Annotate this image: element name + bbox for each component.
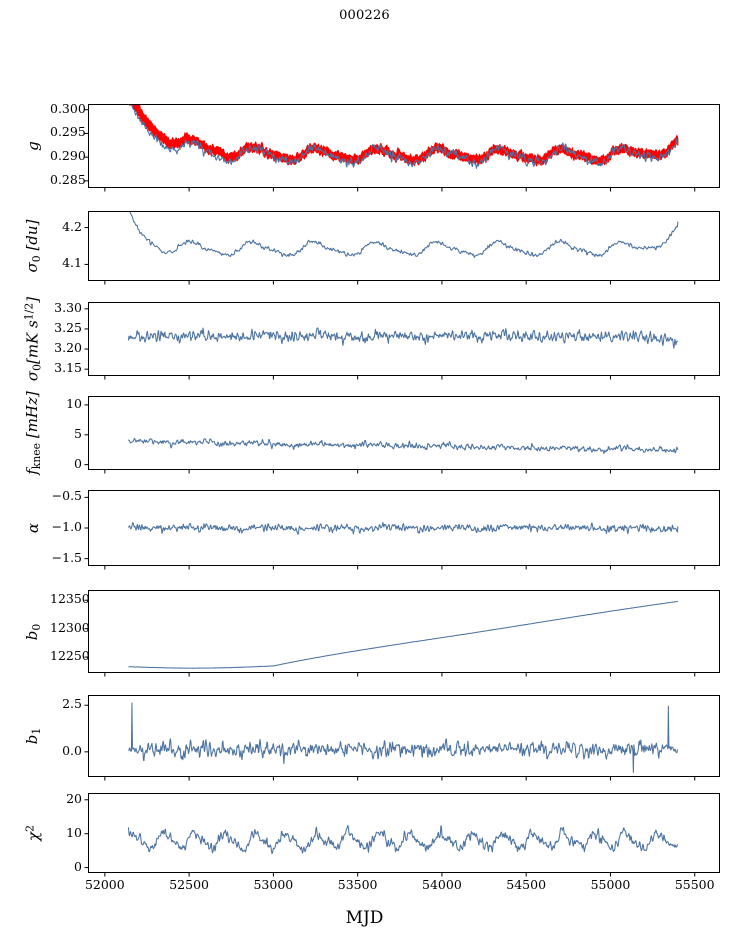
y-tick-label-alpha: −1.0 (51, 519, 82, 534)
y-axis-label-b1: b1 (23, 727, 43, 745)
panel-frame-b0 (88, 590, 720, 673)
y-tick-label-sigma0_du: 4.1 (62, 255, 82, 271)
y-tick-label-sigma0_mk: 3.15 (54, 360, 82, 376)
series-g_band (129, 105, 679, 167)
y-axis-label-fknee: fknee [mHz] (23, 391, 43, 475)
y-axis-label-chi2: χ2 (23, 825, 43, 841)
y-tick-label-chi2: 20 (66, 790, 82, 806)
panel-frame-fknee (88, 396, 720, 470)
y-tick-label-sigma0_mk: 3.25 (54, 319, 82, 335)
y-axis-label-g: g (24, 141, 42, 151)
x-tick-label: 55500 (674, 877, 715, 892)
y-tick-label-b1: 2.5 (62, 696, 82, 712)
y-tick-label-g: 0.295 (50, 124, 86, 140)
series-b0 (128, 600, 678, 669)
y-tick-label-g: 0.290 (50, 148, 86, 164)
y-axis-label-b0: b0 (23, 623, 43, 640)
y-tick-label-b0: 12300 (50, 619, 90, 635)
panel-frame-sigma0_mk (88, 302, 720, 376)
y-tick-label-chi2: 0 (74, 858, 82, 874)
y-tick-label-sigma0_du: 4.2 (62, 218, 82, 234)
y-tick-label-fknee: 10 (66, 395, 82, 411)
y-tick-label-g: 0.300 (50, 100, 86, 116)
y-tick-label-b0: 12250 (50, 648, 90, 664)
y-tick-label-sigma0_mk: 3.30 (54, 299, 82, 315)
x-tick-label: 52500 (169, 877, 209, 892)
x-axis-label: MJD (345, 908, 384, 928)
y-tick-label-b1: 0.0 (62, 742, 82, 758)
y-tick-label-chi2: 10 (66, 824, 82, 840)
y-axis-label-sigma0_mk: σ0[mK s1/2] (22, 296, 44, 382)
series-sigma0_du (128, 212, 679, 258)
panel-frame-sigma0_du (88, 211, 720, 281)
panel-frame-chi2 (88, 793, 720, 873)
series-alpha (128, 521, 679, 535)
x-tick-label: 53000 (253, 877, 294, 892)
series-sigma0_mk (127, 327, 679, 349)
series-fknee (127, 437, 679, 455)
y-tick-label-sigma0_mk: 3.20 (54, 340, 82, 356)
x-tick-label: 54500 (506, 877, 547, 892)
y-tick-label-fknee: 0 (74, 455, 82, 471)
figure-title: 000226 (339, 8, 390, 23)
x-tick-label: 52000 (84, 877, 125, 892)
y-axis-label-sigma0_du: σ0 [du] (23, 219, 43, 273)
panel-frame-b1 (88, 695, 720, 777)
y-tick-label-b0: 12350 (50, 591, 90, 607)
x-tick-label: 54000 (422, 877, 462, 892)
panel-frame-g (88, 104, 720, 188)
series-chi2 (127, 824, 678, 854)
y-axis-label-alpha: α (24, 522, 42, 534)
y-tick-label-alpha: −0.5 (51, 488, 82, 504)
y-tick-label-fknee: 5 (74, 425, 82, 441)
series-g_model (131, 105, 679, 169)
y-tick-label-alpha: −1.5 (51, 549, 82, 565)
x-tick-label: 55000 (590, 877, 631, 892)
series-b1 (128, 702, 679, 773)
x-tick-label: 53500 (337, 877, 378, 892)
panel-frame-alpha (88, 490, 720, 566)
y-tick-label-g: 0.285 (50, 171, 86, 187)
